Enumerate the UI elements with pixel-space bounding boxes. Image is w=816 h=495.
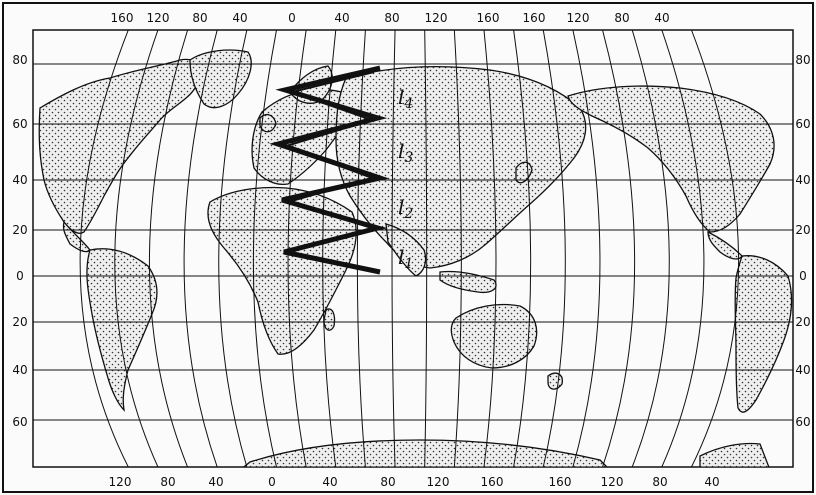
- meridian-line: [356, 30, 366, 467]
- left-latitude-label: 60: [12, 415, 27, 429]
- bottom-longitude-label: 40: [322, 475, 337, 489]
- meridian-line: [183, 30, 218, 467]
- bottom-longitude-label: 80: [380, 475, 395, 489]
- left-latitude-label: 60: [12, 117, 27, 131]
- land-central-america-east: [707, 230, 743, 260]
- right-latitude-label: 20: [795, 315, 810, 329]
- top-longitude-label: 120: [567, 11, 590, 25]
- right-latitude-label: 40: [795, 363, 810, 377]
- top-longitude-label: 120: [147, 11, 170, 25]
- left-latitude-label: 40: [12, 173, 27, 187]
- land-new-zealand: [547, 372, 563, 390]
- land-north-america: [38, 58, 201, 234]
- zone-label: l1: [398, 245, 413, 272]
- top-longitude-label: 160: [477, 11, 500, 25]
- zone-labels: l4 l3 l2 l1: [398, 85, 413, 272]
- bottom-longitude-label: 80: [652, 475, 667, 489]
- left-latitude-label: 20: [12, 315, 27, 329]
- top-longitude-label: 80: [614, 11, 629, 25]
- meridian-line: [483, 30, 497, 467]
- top-longitude-label: 40: [232, 11, 247, 25]
- land-madagascar: [323, 308, 336, 331]
- meridian-line: [252, 30, 277, 467]
- meridian-line: [114, 30, 159, 467]
- bottom-longitude-label: 160: [481, 475, 504, 489]
- zone-label: l4: [398, 85, 413, 112]
- zone-label: l3: [398, 139, 413, 166]
- bottom-longitude-label: 0: [268, 475, 276, 489]
- meridian-line: [572, 30, 601, 467]
- land-north-america-east: [567, 85, 775, 233]
- meridian-line: [79, 30, 129, 467]
- top-longitude-label: 160: [523, 11, 546, 25]
- land-india: [385, 223, 427, 277]
- top-longitude-label: 80: [192, 11, 207, 25]
- right-latitude-label: 0: [799, 269, 807, 283]
- top-longitude-label: 40: [334, 11, 349, 25]
- land-indonesia: [439, 270, 497, 294]
- left-latitude-label: 80: [12, 53, 27, 67]
- bottom-longitude-label: 80: [160, 475, 175, 489]
- top-longitude-label: 80: [384, 11, 399, 25]
- tick-labels: 160 120 80 40 0 40 80 120 160 160 120 80 40 120 80 40 0 4…: [12, 11, 810, 489]
- right-latitude-label: 60: [795, 117, 810, 131]
- right-latitude-label: 60: [795, 415, 810, 429]
- top-longitude-label: 160: [111, 11, 134, 25]
- meridian-line: [391, 30, 396, 467]
- top-longitude-label: 120: [425, 11, 448, 25]
- top-longitude-label: 0: [288, 11, 296, 25]
- left-latitude-label: 40: [12, 363, 27, 377]
- meridian-line: [661, 30, 705, 467]
- bottom-longitude-label: 120: [601, 475, 624, 489]
- meridian-line: [602, 30, 636, 467]
- bottom-longitude-label: 120: [109, 475, 132, 489]
- meridian-line: [542, 30, 566, 467]
- right-latitude-label: 40: [795, 173, 810, 187]
- land-australia: [450, 303, 538, 369]
- meridian-line: [631, 30, 670, 467]
- zone-label: l2: [398, 195, 413, 222]
- meridian-line: [424, 30, 428, 467]
- meridian-line: [513, 30, 532, 467]
- meridian-line: [690, 30, 740, 467]
- right-latitude-label: 80: [795, 53, 810, 67]
- top-longitude-label: 40: [654, 11, 669, 25]
- right-latitude-label: 20: [795, 223, 810, 237]
- land-central-america: [62, 220, 91, 253]
- meridian-line: [148, 30, 189, 467]
- left-latitude-label: 0: [16, 269, 24, 283]
- land-antarctica-east: [699, 442, 770, 467]
- land-africa: [207, 186, 357, 355]
- bottom-longitude-label: 120: [427, 475, 450, 489]
- meridian-line: [218, 30, 248, 467]
- meridian-line: [453, 30, 462, 467]
- land-masses: [38, 49, 793, 467]
- bottom-longitude-label: 160: [549, 475, 572, 489]
- land-south-america: [86, 248, 158, 412]
- bottom-longitude-label: 40: [704, 475, 719, 489]
- left-latitude-label: 20: [12, 223, 27, 237]
- bottom-longitude-label: 40: [208, 475, 223, 489]
- zigzag-route-inner: [282, 71, 376, 271]
- land-south-america-east: [734, 255, 793, 413]
- land-greenland: [189, 49, 252, 109]
